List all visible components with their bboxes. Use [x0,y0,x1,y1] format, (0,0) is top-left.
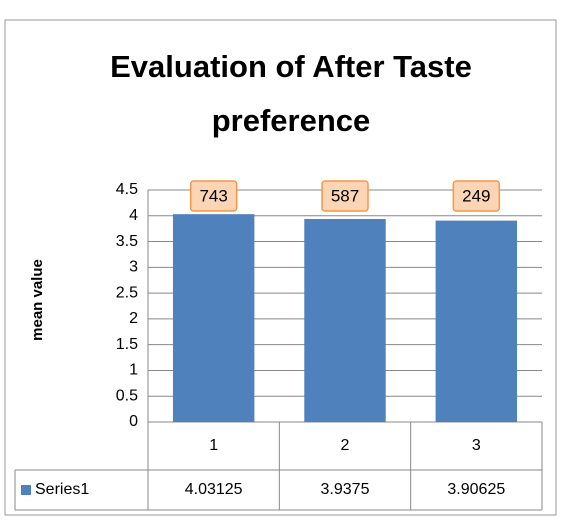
bar [304,219,386,422]
y-tick-label: 4 [129,207,138,224]
annotation-box [321,180,369,212]
x-tick-label: 2 [341,437,350,454]
annotation-box [189,180,238,212]
y-tick-label: 0 [129,413,138,430]
annotation-box [452,180,501,212]
annotation: 249 [462,186,490,205]
table-value: 3.9375 [321,481,370,498]
legend-key [21,485,31,495]
y-tick-label: 3.5 [116,233,138,250]
y-tick-label: 0.5 [116,387,138,404]
y-tick-label: 4.5 [116,181,138,198]
y-tick-label: 2.5 [116,284,138,301]
bar [172,214,255,422]
x-tick-label: 3 [472,437,481,454]
legend-label: Series1 [35,481,89,498]
table-value: 4.03125 [185,481,243,498]
annotation: 587 [331,186,359,205]
y-tick-label: 2 [129,310,138,327]
chart-title: Evaluation of After Taste preference [110,49,472,138]
table-value: 3.90625 [447,481,505,498]
y-axis-label: mean value [29,259,46,341]
x-tick-label: 1 [209,437,218,454]
y-tick-label: 3 [129,259,138,276]
y-tick-label: 1 [129,362,138,379]
bar [435,220,518,422]
y-tick-label: 1.5 [116,336,138,353]
annotation: 743 [199,186,227,205]
